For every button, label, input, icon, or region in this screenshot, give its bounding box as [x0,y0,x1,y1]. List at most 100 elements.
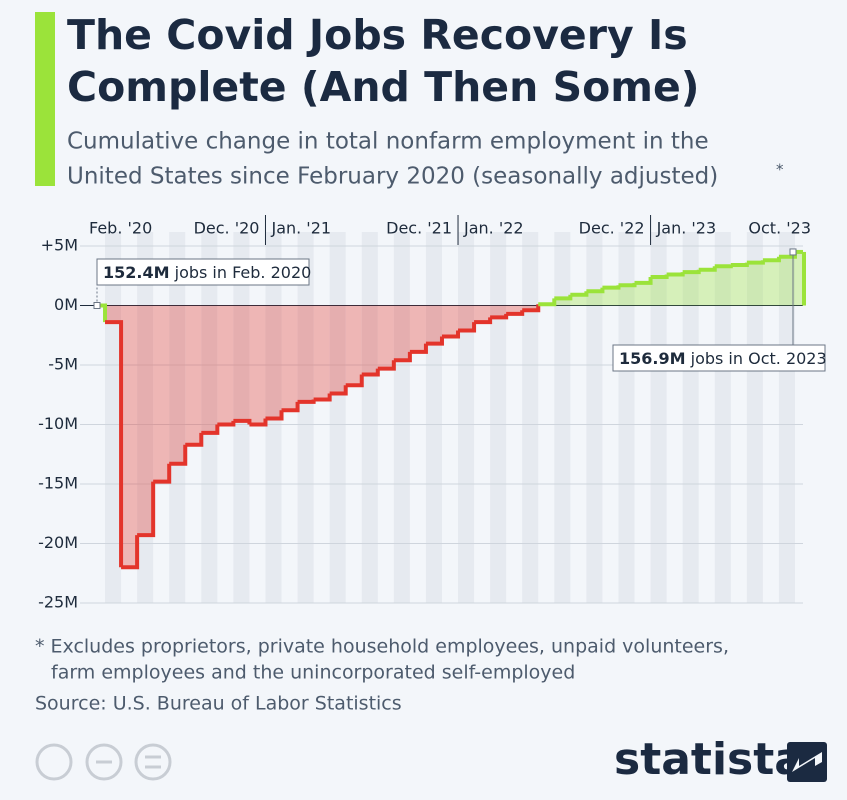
step-line [105,320,124,568]
month-stripe [393,232,410,603]
month-stripe [682,232,699,603]
chart-title: Complete (And Then Some) [67,63,700,111]
x-tick-label: Jan. '23 [656,219,717,238]
brand-logo: statista [614,734,804,785]
annotation-text: jobs in Oct. 2023 [686,349,827,368]
area-fill [201,305,218,433]
area-fill [666,274,683,306]
area-fill [233,305,250,421]
month-stripe [137,232,154,603]
area-fill [586,291,603,306]
month-stripe [425,232,442,603]
footnote: * Excludes proprietors, private househol… [35,636,729,658]
area-fill [313,305,330,400]
month-stripe [522,232,539,603]
license-icons [35,743,172,781]
area-fill [265,305,282,419]
step-line [361,368,380,377]
area-fill [650,276,667,306]
y-tick-label: -15M [38,474,78,493]
annotation-marker [93,302,101,309]
month-stripe [329,232,346,603]
area-fill [425,305,442,344]
area-fill [634,282,651,306]
area-fill [297,305,314,402]
y-tick-label: -20M [38,533,78,552]
area-fill [714,266,731,306]
x-tick-label: Feb. '20 [89,219,152,238]
step-line [185,432,204,447]
month-stripe [361,232,378,603]
accent-bar [35,12,55,186]
area-fill [458,305,475,331]
step-line [570,291,589,297]
step-line [393,351,412,363]
month-stripe [169,232,186,603]
step-line [666,272,685,277]
x-tick-label: Jan. '21 [270,219,331,238]
area-fill [474,305,491,323]
area-fill [121,305,138,568]
month-stripe [618,232,635,603]
month-stripe [778,232,795,603]
area-fill [762,260,779,306]
area-fill [506,305,523,314]
step-line [313,393,332,402]
area-fill [554,298,571,306]
y-tick-label: +5M [41,236,78,255]
step-line [345,374,364,388]
step-line [137,481,156,538]
area-fill [377,305,394,369]
area-fill [794,251,803,306]
area-fill [137,305,154,536]
brand-icon [787,742,827,782]
area-fill [185,305,202,445]
x-tick-label: Dec. '21 [386,219,452,238]
month-stripe [490,232,507,603]
month-stripe [105,232,122,603]
annotation-value: 156.9M [619,349,686,368]
area-fill [522,305,539,311]
area-fill [746,262,763,306]
annotation-box [612,344,826,372]
area-fill [698,269,715,306]
subtitle: Cumulative change in total nonfarm emplo… [67,129,709,155]
step-line [714,264,733,269]
area-fill [778,256,795,306]
month-stripe [233,232,250,603]
area-fill [249,305,266,425]
step-line [249,418,268,427]
month-stripe [586,232,603,603]
subtitle: United States since February 2020 (seaso… [67,164,718,190]
area-fill [730,265,747,306]
x-tick-label: Oct. '23 [748,219,811,238]
subtitle-note: * [776,161,784,179]
area-fill [217,305,234,425]
y-tick-label: -25M [38,593,78,612]
y-tick-label: 0M [54,295,78,314]
step-line [409,343,428,354]
step-line [217,420,236,427]
x-tick-label: Dec. '22 [579,219,645,238]
month-stripe [458,232,475,603]
annotation-value: 152.4M [103,263,170,282]
area-fill [281,305,298,411]
source: Source: U.S. Bureau of Labor Statistics [35,693,402,715]
step-line [634,276,653,285]
area-fill [490,305,507,318]
area-fill [409,305,426,352]
x-tick-label: Dec. '20 [194,219,260,238]
area-fill [602,287,619,306]
step-line [490,313,509,320]
step-line [265,410,284,421]
annotation-text: jobs in Feb. 2020 [170,263,312,282]
step-line [281,401,300,413]
annotation: 152.4M jobs in Feb. 2020 [103,263,311,282]
y-tick-label: -5M [48,355,78,374]
y-tick-label: -10M [38,414,78,433]
area-fill [570,294,587,306]
area-fill [618,285,635,306]
step-line [458,322,477,333]
step-line [121,535,140,570]
